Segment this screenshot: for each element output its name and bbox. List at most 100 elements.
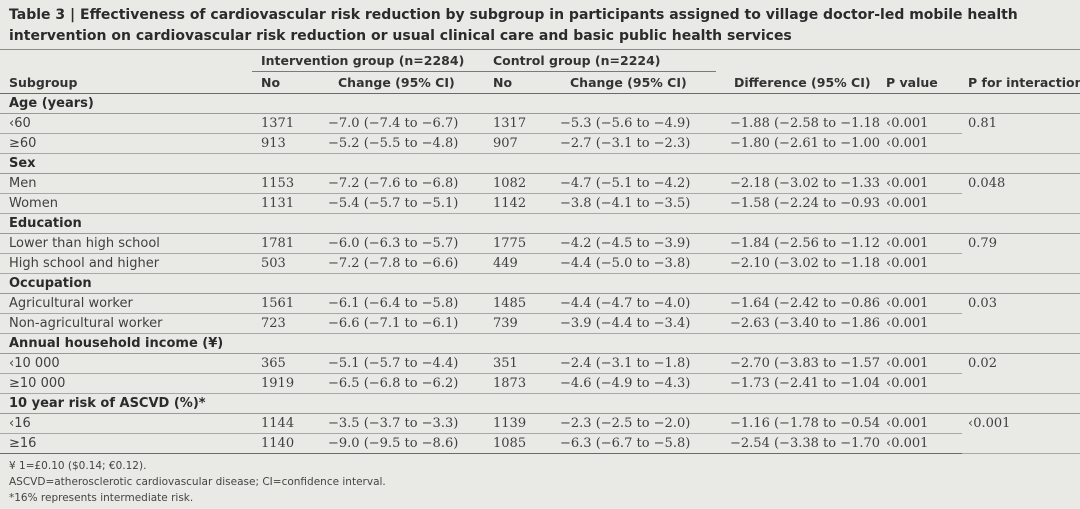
table-footnotes: ¥ 1=£0.10 ($0.14; €0.12). ASCVD=atherosc… <box>9 458 1069 506</box>
intervention-no-header: No <box>252 71 314 94</box>
intervention-change-cell: −7.2 (−7.6 to −6.8) <box>314 173 484 194</box>
difference-cell: −1.88 (−2.58 to −1.18) <box>716 113 881 134</box>
control-no-cell: 1317 <box>484 113 546 134</box>
section-header-row: Occupation <box>0 273 1080 294</box>
control-change-cell: −4.2 (−4.5 to −3.9) <box>546 233 717 254</box>
table-row: ≥16 1140 −9.0 (−9.5 to −8.6) 1085 −6.3 (−6.7… <box>0 433 1080 454</box>
difference-header: Difference (95% CI) <box>716 71 881 94</box>
table-row: ‹16 1144 −3.5 (−3.7 to −3.3) 1139 −2.3 (−2.5… <box>0 413 1080 454</box>
subgroup-cell: Men <box>0 173 252 194</box>
intervention-no-cell: 913 <box>252 133 314 154</box>
p-interaction-cell: 0.02 <box>962 353 1080 394</box>
subgroup-cell: Lower than high school <box>0 233 252 254</box>
control-change-cell: −3.8 (−4.1 to −3.5) <box>546 193 717 214</box>
control-change-cell: −3.9 (−4.4 to −3.4) <box>546 313 717 334</box>
intervention-no-cell: 1561 <box>252 293 314 314</box>
section-title: 10 year risk of ASCVD (%)* <box>0 393 1080 414</box>
p-value-cell: ‹0.001 <box>880 173 963 194</box>
p-interaction-cell: 0.79 <box>962 233 1080 274</box>
table-row: High school and higher 503 −7.2 (−7.8 to −… <box>0 253 1080 274</box>
table-title: Effectiveness of cardiovascular risk red… <box>9 7 1018 44</box>
intervention-change-header: Change (95% CI) <box>314 71 484 94</box>
p-value-cell: ‹0.001 <box>880 253 963 274</box>
control-change-cell: −6.3 (−6.7 to −5.8) <box>546 433 717 454</box>
control-no-header: No <box>484 71 546 94</box>
intervention-change-cell: −5.2 (−5.5 to −4.8) <box>314 133 484 154</box>
p-value-cell: ‹0.001 <box>880 113 963 134</box>
subgroup-cell: ‹16 <box>0 413 252 434</box>
p-interaction-cell: 0.81 <box>962 113 1080 154</box>
footnote-currency: ¥ 1=£0.10 ($0.14; €0.12). <box>9 460 147 472</box>
difference-cell: −1.73 (−2.41 to −1.04) <box>716 373 881 394</box>
difference-cell: −2.18 (−3.02 to −1.33) <box>716 173 881 194</box>
intervention-no-cell: 1153 <box>252 173 314 194</box>
intervention-no-cell: 1131 <box>252 193 314 214</box>
difference-cell: −2.10 (−3.02 to −1.18) <box>716 253 881 274</box>
intervention-no-cell: 365 <box>252 353 314 374</box>
control-change-cell: −4.4 (−5.0 to −3.8) <box>546 253 717 274</box>
difference-cell: −1.58 (−2.24 to −0.93) <box>716 193 881 214</box>
subgroup-cell: Agricultural worker <box>0 293 252 314</box>
table-row: ‹10 000 365 −5.1 (−5.7 to −4.4) 351 −2.4 (−3… <box>0 353 1080 394</box>
p-value-cell: ‹0.001 <box>880 133 963 154</box>
footnote-risk: *16% represents intermediate risk. <box>9 492 194 504</box>
intervention-change-cell: −7.0 (−7.4 to −6.7) <box>314 113 484 134</box>
control-change-cell: −2.4 (−3.1 to −1.8) <box>546 353 717 374</box>
difference-cell: −1.16 (−1.78 to −0.54) <box>716 413 881 434</box>
p-value-cell: ‹0.001 <box>880 313 963 334</box>
intervention-change-cell: −6.0 (−6.3 to −5.7) <box>314 233 484 254</box>
section-title: Occupation <box>0 273 1080 294</box>
intervention-no-cell: 723 <box>252 313 314 334</box>
subgroup-cell: ‹60 <box>0 113 252 134</box>
intervention-no-cell: 1919 <box>252 373 314 394</box>
table-row: Lower than high school 1781 −6.0 (−6.3 to … <box>0 233 1080 274</box>
header-blank <box>0 49 252 72</box>
control-change-cell: −4.4 (−4.7 to −4.0) <box>546 293 717 314</box>
intervention-change-cell: −6.1 (−6.4 to −5.8) <box>314 293 484 314</box>
section-header-row: 10 year risk of ASCVD (%)* <box>0 393 1080 414</box>
control-no-cell: 1873 <box>484 373 546 394</box>
control-no-cell: 739 <box>484 313 546 334</box>
section-title: Sex <box>0 153 1080 174</box>
section-title: Education <box>0 213 1080 234</box>
p-interaction-header: P for interaction <box>962 71 1080 94</box>
difference-cell: −2.70 (−3.83 to −1.57) <box>716 353 881 374</box>
intervention-change-cell: −7.2 (−7.8 to −6.6) <box>314 253 484 274</box>
intervention-change-cell: −5.1 (−5.7 to −4.4) <box>314 353 484 374</box>
table-row: Non-agricultural worker 723 −6.6 (−7.1 to … <box>0 313 1080 334</box>
p-value-cell: ‹0.001 <box>880 413 963 434</box>
intervention-no-cell: 1371 <box>252 113 314 134</box>
difference-cell: −2.54 (−3.38 to −1.70) <box>716 433 881 454</box>
section-title: Age (years) <box>0 93 1080 114</box>
p-value-cell: ‹0.001 <box>880 373 963 394</box>
control-change-cell: −2.3 (−2.5 to −2.0) <box>546 413 717 434</box>
p-interaction-cell: ‹0.001 <box>962 413 1080 454</box>
subgroup-cell: High school and higher <box>0 253 252 274</box>
section-header-row: Education <box>0 213 1080 234</box>
control-group-header: Control group (n=2224) <box>484 49 717 72</box>
intervention-group-header: Intervention group (n=2284) <box>252 49 484 72</box>
p-interaction-cell: 0.03 <box>962 293 1080 334</box>
subgroup-header: Subgroup <box>0 71 252 94</box>
intervention-no-cell: 1140 <box>252 433 314 454</box>
control-no-cell: 1775 <box>484 233 546 254</box>
intervention-no-cell: 503 <box>252 253 314 274</box>
footnote-abbreviations: ASCVD=atherosclerotic cardiovascular dis… <box>9 476 386 488</box>
difference-cell: −1.80 (−2.61 to −1.00) <box>716 133 881 154</box>
intervention-change-cell: −6.6 (−7.1 to −6.1) <box>314 313 484 334</box>
subgroup-cell: Non-agricultural worker <box>0 313 252 334</box>
intervention-change-cell: −5.4 (−5.7 to −5.1) <box>314 193 484 214</box>
section-title: Annual household income (¥) <box>0 333 1080 354</box>
table-row: Women 1131 −5.4 (−5.7 to −5.1) 1142 −3.8 (−4… <box>0 193 1080 214</box>
subgroup-cell: ≥60 <box>0 133 252 154</box>
control-no-cell: 1139 <box>484 413 546 434</box>
p-value-cell: ‹0.001 <box>880 433 963 454</box>
control-no-cell: 1085 <box>484 433 546 454</box>
control-no-cell: 351 <box>484 353 546 374</box>
intervention-change-cell: −9.0 (−9.5 to −8.6) <box>314 433 484 454</box>
control-no-cell: 1082 <box>484 173 546 194</box>
p-value-cell: ‹0.001 <box>880 233 963 254</box>
difference-cell: −1.84 (−2.56 to −1.12) <box>716 233 881 254</box>
control-no-cell: 449 <box>484 253 546 274</box>
p-value-header: P value <box>880 71 963 94</box>
